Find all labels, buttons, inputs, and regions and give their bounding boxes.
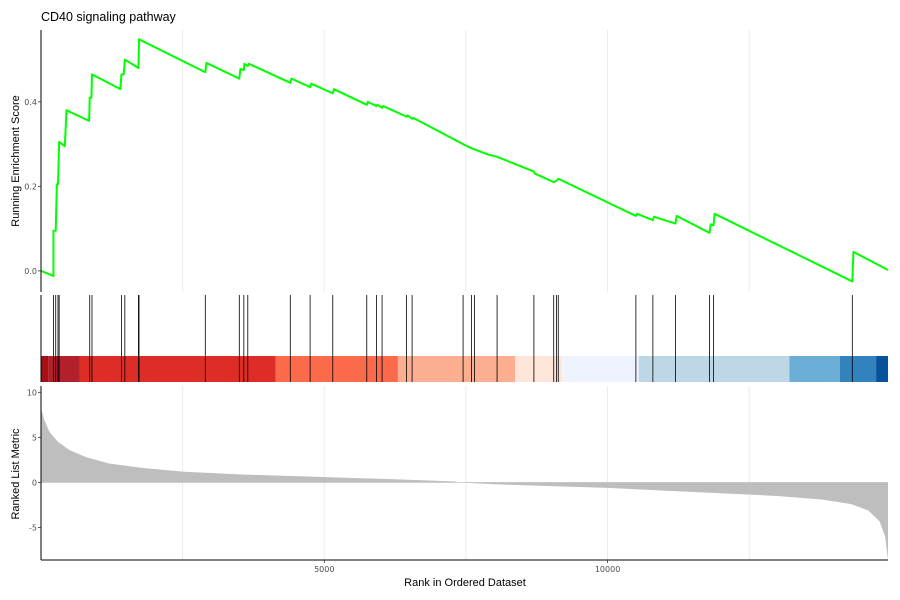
bottom-panel-gridlines: [182, 386, 750, 560]
ranked-metric-area: [41, 408, 888, 560]
color-bar-segment: [876, 356, 888, 382]
bottom-y-tick-label: -5: [29, 524, 37, 533]
color-bar-segment: [41, 356, 49, 382]
ranked-metric-fill: [41, 408, 888, 560]
color-bar-segment: [79, 356, 276, 382]
tick-labels: 0.0 0.2 0.4 -5 0 5 10 5000 10000: [24, 98, 620, 574]
y-axis-label-ranked-metric: Ranked List Metric: [10, 428, 22, 520]
axes: [40, 30, 888, 561]
top-panel-gridlines: [182, 30, 750, 292]
gene-hit-ticks: [53, 295, 853, 382]
color-bar-segment: [275, 356, 398, 382]
x-tick-label: 10000: [595, 565, 620, 574]
color-bar-segment: [638, 356, 790, 382]
x-tick-label: 5000: [314, 565, 334, 574]
rank-color-bar: [41, 356, 888, 382]
color-bar-segment: [562, 356, 639, 382]
running-score-path: [40, 38, 889, 283]
color-bar-segment: [48, 356, 80, 382]
color-bar-segment: [397, 356, 516, 382]
bottom-y-tick-label: 5: [32, 433, 37, 442]
top-y-tick-label: 0.4: [24, 98, 37, 107]
color-bar-segment: [789, 356, 840, 382]
color-bar-segment: [515, 356, 563, 382]
running-score-line: [40, 38, 889, 283]
top-y-tick-label: 0.2: [24, 182, 37, 191]
color-bar-segment: [839, 356, 877, 382]
chart-title: CD40 signaling pathway: [41, 10, 177, 24]
x-axis-label: Rank in Ordered Dataset: [404, 577, 526, 589]
bottom-y-tick-label: 10: [27, 388, 37, 397]
top-y-tick-label: 0.0: [24, 267, 37, 276]
y-axis-label-running-score: Running Enrichment Score: [10, 95, 22, 226]
bottom-y-tick-label: 0: [32, 478, 37, 487]
